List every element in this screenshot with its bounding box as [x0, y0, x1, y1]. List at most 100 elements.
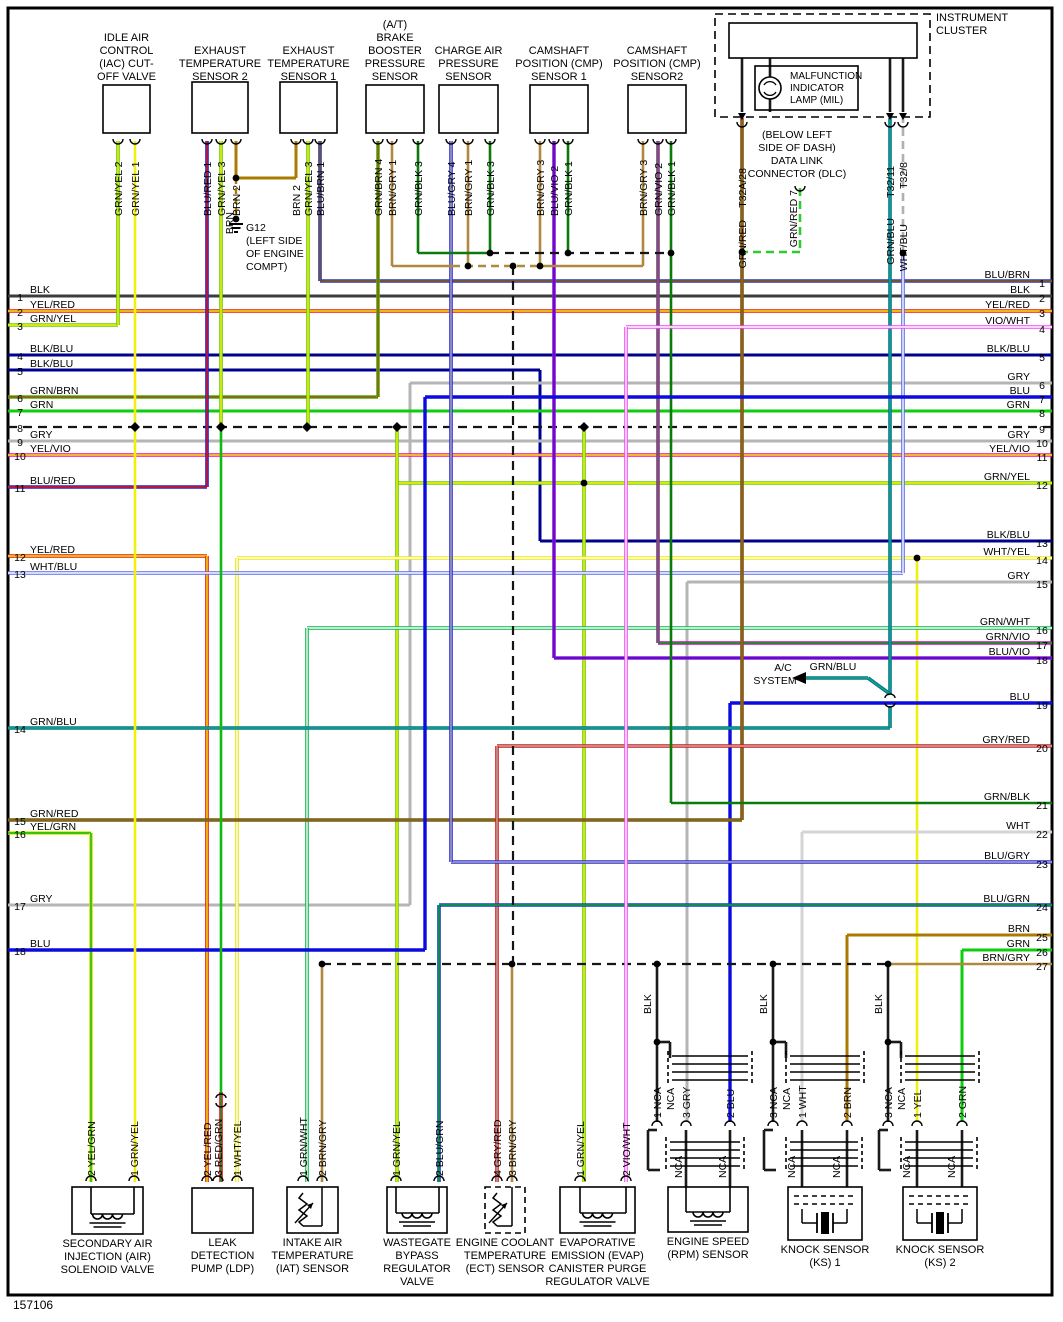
pin-connector-arc — [201, 1175, 213, 1182]
pin-label: T32A/28 — [737, 168, 749, 208]
row-label-left: YEL/VIO — [30, 443, 71, 455]
row-number-right: 10 — [1036, 438, 1048, 450]
component-title: SENSOR 1 — [531, 71, 587, 83]
row-label-left: GRY — [30, 893, 53, 905]
row-label-right: WHT — [1006, 820, 1030, 832]
row-label-left: BLU — [30, 938, 50, 950]
component-title: PRESSURE — [438, 58, 499, 70]
component-title: WASTEGATE — [383, 1237, 451, 1249]
component-title: ENGINE SPEED — [667, 1236, 750, 1248]
row-label-right: GRN — [1007, 399, 1030, 411]
row-label-left: GRY — [30, 429, 53, 441]
pin-label: WHT/BLU — [898, 224, 910, 271]
row-number-left: 15 — [14, 816, 26, 828]
inline-connector-icon — [215, 1093, 227, 1099]
row-label-right: BLU — [1010, 385, 1030, 397]
pin-label: 2 BLU — [725, 1089, 737, 1118]
row-label-left: GRN/RED — [30, 808, 79, 820]
diagram-id: 157106 — [13, 1298, 54, 1312]
pin-label: 2 YEL/GRN — [86, 1121, 98, 1176]
blk-label: BLK — [758, 994, 770, 1014]
cluster-inner-box — [728, 22, 918, 59]
pin-connector-arc — [794, 185, 806, 192]
row-label-right: BRN — [1008, 923, 1030, 935]
component-exhaust-temp-sensor-1 — [279, 81, 338, 134]
component-title: BRAKE — [376, 32, 413, 44]
component-title: SENSOR — [445, 71, 492, 83]
ground-label: G12 — [246, 222, 266, 234]
pin-label: GRN/YEL 3 — [303, 161, 315, 216]
component-title: KNOCK SENSOR — [896, 1244, 985, 1256]
pin-connector-arc — [736, 121, 748, 128]
row-number-right: 13 — [1036, 538, 1048, 550]
nca-label: NCA — [946, 1156, 958, 1178]
component-title: KNOCK SENSOR — [781, 1244, 870, 1256]
row-label-right: BLU/VIO — [989, 646, 1030, 658]
nca-label: NCA — [831, 1156, 843, 1178]
row-number-left: 5 — [17, 366, 23, 378]
component-title: (IAT) SENSOR — [276, 1263, 349, 1275]
component-title: DETECTION — [191, 1250, 255, 1262]
component-title: SENSOR 2 — [192, 71, 248, 83]
thermistor-arrow-head — [501, 1203, 507, 1209]
row-number-left: 2 — [17, 307, 23, 319]
junction-dot — [769, 960, 777, 968]
nca-label: NCA — [717, 1156, 729, 1178]
mil-lamp-filament — [763, 81, 777, 86]
component-title: SENSOR — [372, 71, 419, 83]
row-label-right: GRY/RED — [982, 734, 1030, 746]
pin-connector-arc — [85, 1175, 97, 1182]
row-number-right: 11 — [1037, 452, 1048, 464]
pin-label: GRN/YEL 2 — [113, 161, 125, 216]
pin-connector-arc — [651, 1120, 663, 1127]
junction-dot — [899, 249, 907, 257]
row-number-left: 9 — [17, 437, 23, 449]
pin-label: 1 GRN/YEL — [129, 1121, 141, 1176]
pin-label: BLU/GRY 4 — [446, 161, 458, 216]
row-number-left: 6 — [17, 393, 23, 405]
pin-connector-arc — [897, 121, 909, 128]
row-label-right: BLK/BLU — [987, 343, 1030, 355]
pin-connector-arc — [652, 138, 664, 145]
pin-connector-arc — [724, 1120, 736, 1127]
row-label-left: BLK/BLU — [30, 343, 73, 355]
junction-dot — [738, 248, 746, 256]
row-number-right: 26 — [1036, 947, 1048, 959]
component-title: CAMSHAFT — [529, 45, 590, 57]
cluster-label: INSTRUMENT — [936, 12, 1008, 24]
cluster-label: CLUSTER — [936, 25, 987, 37]
left-arrow-icon — [792, 672, 806, 684]
pin-connector-arc — [484, 138, 496, 145]
ac-system-label: SYSTEM — [753, 675, 796, 687]
component-title: (RPM) SENSOR — [667, 1249, 748, 1261]
junction-dot — [232, 215, 240, 223]
pin-connector-arc — [201, 138, 213, 145]
piezo-crystal — [936, 1212, 944, 1234]
row-number-left: 3 — [17, 321, 23, 333]
pin-label: GRN/BLU — [885, 218, 897, 265]
pin-connector-arc — [433, 1175, 445, 1182]
pin-label: GRN/VIO 2 — [653, 163, 665, 216]
component-title: POSITION (CMP) — [515, 58, 602, 70]
nca-label: NCA — [901, 1156, 913, 1178]
row-number-left: 11 — [15, 483, 26, 495]
ac-system-label: A/C — [774, 662, 792, 674]
component-title: (KS) 2 — [924, 1257, 955, 1269]
row-number-left: 4 — [17, 351, 23, 363]
pin-label: 2 BRN/GRY — [317, 1120, 329, 1176]
junction-dot — [508, 960, 516, 968]
pin-label: 1 GRN/WHT — [298, 1117, 310, 1177]
row-label-right: BLU/BRN — [984, 269, 1030, 281]
blk-label: BLK — [642, 994, 654, 1014]
row-number-left: 13 — [14, 569, 26, 581]
row-number-right: 3 — [1039, 308, 1045, 320]
junction-dot — [486, 249, 494, 257]
pin-label: BLU/BRN 1 — [315, 162, 327, 216]
coil-bump — [111, 1213, 124, 1220]
row-label-left: YEL/RED — [30, 544, 75, 556]
row-number-right: 2 — [1039, 293, 1045, 305]
pin-connector-arc — [491, 1175, 503, 1182]
pin-connector-arc — [680, 1120, 692, 1127]
pin-connector-arc — [767, 1120, 779, 1127]
